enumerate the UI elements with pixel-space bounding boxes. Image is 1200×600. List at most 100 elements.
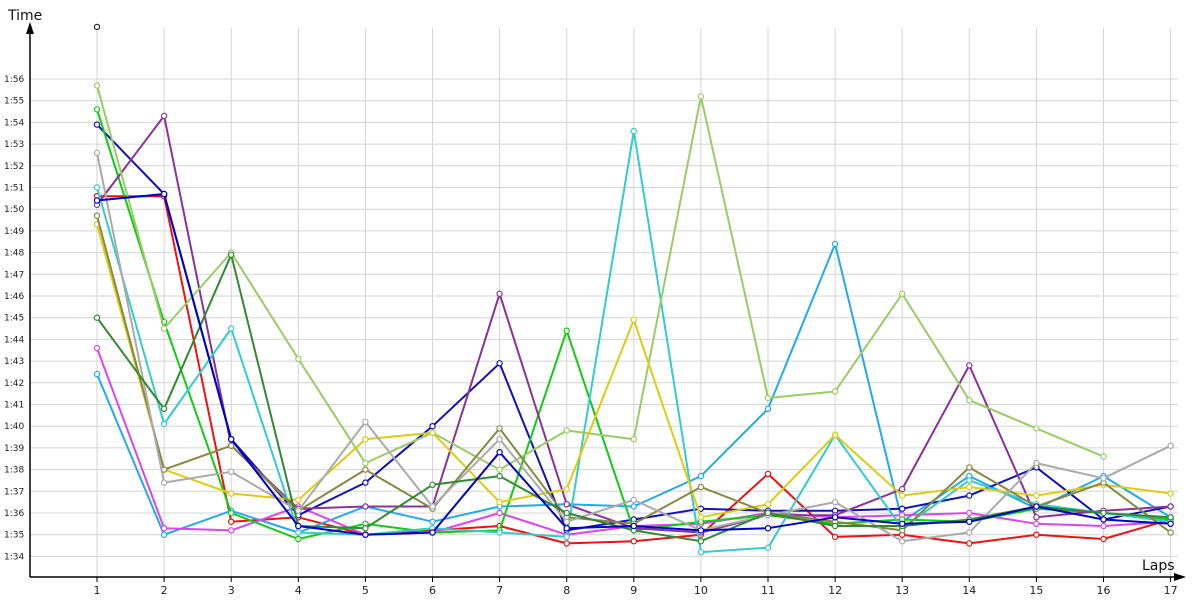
data-point: [764, 405, 772, 412]
data-point: [93, 314, 101, 321]
y-tick-label: 1:44: [4, 335, 24, 345]
x-tick-label: 7: [496, 584, 503, 597]
data-point: [764, 509, 772, 517]
data-point: [1167, 442, 1174, 449]
data-point: [1100, 535, 1107, 543]
data-point: [563, 540, 570, 547]
data-point: [630, 436, 638, 443]
series-8: [93, 82, 1107, 473]
data-point: [429, 518, 436, 525]
data-point: [899, 505, 906, 512]
data-point: [764, 470, 772, 478]
data-point: [630, 538, 638, 545]
data-point: [1033, 425, 1040, 432]
data-point: [93, 212, 101, 219]
data-point: [1167, 529, 1174, 536]
y-tick-label: 1:42: [4, 379, 24, 389]
data-point: [1033, 514, 1040, 521]
data-point: [697, 483, 705, 491]
data-point: [160, 112, 168, 120]
data-point: [496, 529, 503, 536]
data-point: [295, 535, 302, 543]
data-point: [227, 325, 235, 332]
data-point: [160, 531, 168, 538]
data-point: [1167, 514, 1174, 521]
data-point: [362, 525, 369, 532]
data-point: [630, 496, 638, 504]
y-tick-label: 1:51: [4, 184, 24, 194]
y-tick-label: 1:49: [4, 227, 24, 237]
data-point: [160, 190, 168, 198]
series-line: [96, 85, 1104, 471]
series-lines: [93, 23, 1174, 556]
data-point: [227, 468, 235, 475]
data-point: [831, 514, 839, 521]
data-point: [966, 518, 973, 525]
data-point: [362, 436, 369, 443]
data-point: [899, 290, 906, 297]
data-point: [496, 472, 503, 480]
y-tick-label: 1:37: [4, 487, 24, 497]
y-tick-label: 1:46: [4, 292, 24, 302]
data-point: [295, 496, 302, 504]
data-point: [764, 394, 772, 402]
data-point: [295, 522, 302, 530]
x-tick-label: 14: [962, 584, 976, 597]
y-tick-label: 1:40: [4, 422, 24, 432]
data-point: [160, 405, 168, 412]
data-point: [295, 507, 302, 514]
data-point: [93, 23, 101, 31]
data-point: [93, 149, 101, 156]
data-point: [966, 483, 973, 491]
x-tick-label: 9: [630, 584, 637, 597]
y-tick-label: 1:35: [4, 531, 24, 541]
data-point: [362, 466, 369, 473]
y-tick-label: 1:56: [4, 75, 24, 85]
data-point: [831, 431, 839, 439]
data-point: [362, 531, 369, 538]
data-point: [1100, 453, 1107, 460]
data-point: [93, 344, 101, 352]
data-point: [563, 501, 570, 508]
data-point: [697, 538, 705, 545]
data-point: [697, 93, 705, 100]
data-point: [966, 477, 973, 484]
data-point: [1033, 459, 1040, 467]
data-point: [966, 509, 973, 517]
data-point: [496, 436, 503, 443]
data-point: [563, 327, 570, 334]
data-point: [966, 492, 973, 499]
data-point: [563, 533, 570, 541]
data-point: [429, 529, 436, 536]
data-point: [697, 527, 705, 534]
data-point: [831, 522, 839, 530]
x-tick-label: 10: [694, 584, 708, 597]
data-point: [362, 418, 369, 426]
data-point: [1100, 516, 1107, 523]
data-point: [831, 240, 839, 248]
data-point: [93, 106, 101, 113]
data-point: [1033, 503, 1040, 510]
x-axis-arrow-icon: [1174, 573, 1186, 581]
x-tick-label: 4: [295, 584, 302, 597]
y-tick-label: 1:41: [4, 401, 24, 411]
data-point: [496, 290, 503, 297]
y-tick-label: 1:38: [4, 466, 24, 476]
data-point: [160, 479, 168, 486]
data-point: [496, 509, 503, 517]
data-point: [93, 370, 101, 378]
data-point: [227, 251, 235, 258]
data-point: [227, 509, 235, 517]
data-point: [227, 490, 235, 497]
x-tick-label: 15: [1029, 584, 1043, 597]
data-point: [429, 503, 436, 510]
data-point: [429, 423, 436, 430]
data-point: [697, 514, 705, 521]
data-point: [563, 485, 570, 493]
x-tick-label: 17: [1164, 584, 1178, 597]
data-point: [429, 481, 436, 488]
data-point: [630, 503, 638, 510]
x-tick-label: 3: [228, 584, 235, 597]
series-13: [93, 190, 1174, 538]
